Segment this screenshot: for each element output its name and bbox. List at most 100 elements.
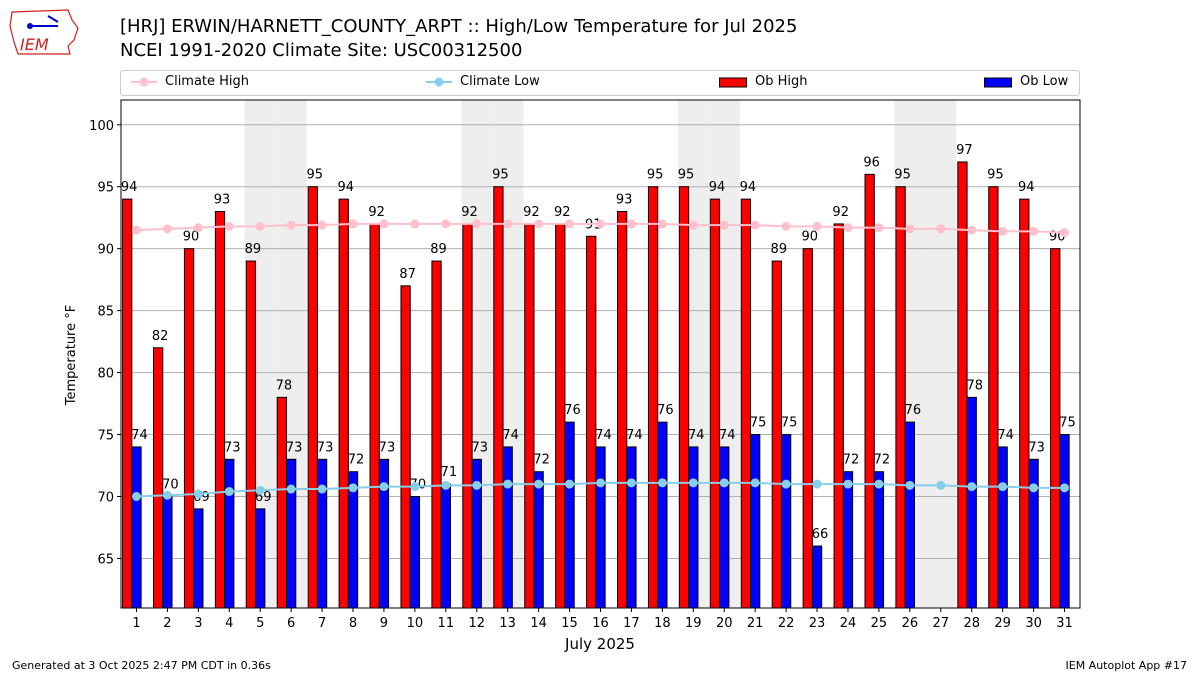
ob-high-label: 93: [214, 193, 231, 208]
ob-low-bar: [162, 495, 173, 609]
climate-low-point: [657, 478, 667, 488]
climate-low-point: [781, 479, 791, 489]
x-tick-label: 6: [287, 616, 295, 631]
legend-label: Climate High: [165, 74, 250, 89]
climate-low-point: [348, 483, 358, 493]
climate-high-point: [905, 224, 915, 234]
ob-high-label: 82: [152, 329, 169, 344]
climate-low-point: [812, 479, 822, 489]
ob-high-bar: [833, 223, 844, 609]
ob-low-label: 74: [688, 428, 705, 443]
climate-low-marker-icon: [426, 77, 452, 86]
climate-high-point: [565, 219, 575, 229]
ob-high-label: 96: [863, 155, 880, 170]
ob-low-bar: [595, 446, 606, 609]
x-tick-label: 21: [747, 616, 764, 631]
x-tick-label: 7: [318, 616, 326, 631]
ob-low-label: 76: [564, 403, 581, 418]
x-tick-label: 3: [194, 616, 202, 631]
ob-low-label: 74: [595, 428, 612, 443]
ob-low-label: 73: [471, 440, 488, 455]
chart-subtitle: NCEI 1991-2020 Climate Site: USC00312500: [120, 40, 523, 61]
ob-low-bar: [1059, 434, 1070, 609]
footer-generated: Generated at 3 Oct 2025 2:47 PM CDT in 0…: [12, 659, 271, 672]
climate-low-point: [843, 479, 853, 489]
ob-high-bar: [647, 186, 659, 609]
climate-low-point: [626, 478, 636, 488]
climate-low-point: [286, 484, 296, 494]
ob-high-label: 92: [554, 205, 571, 220]
ob-high-bar: [214, 211, 226, 609]
climate-low-point: [565, 479, 575, 489]
ob-high-label: 95: [307, 168, 324, 183]
ob-high-bar: [400, 285, 411, 609]
climate-high-point: [719, 220, 729, 230]
x-tick-label: 13: [499, 616, 516, 631]
climate-low-point: [255, 485, 265, 495]
ob-low-label: 73: [317, 440, 334, 455]
climate-low-point: [534, 479, 544, 489]
ob-high-label: 95: [647, 168, 664, 183]
ob-high-bar: [122, 198, 133, 609]
climate-high-point: [286, 220, 296, 230]
ob-high-label: 78: [276, 378, 293, 393]
climate-high-point: [472, 219, 482, 229]
climate-low-point: [967, 482, 977, 492]
x-tick-label: 11: [438, 616, 455, 631]
x-tick-label: 14: [530, 616, 547, 631]
ob-low-bar: [1028, 458, 1039, 609]
ob-low-bar: [997, 446, 1008, 609]
ob-low-bar: [719, 446, 730, 609]
climate-high-point: [348, 219, 358, 229]
climate-high-point: [967, 225, 977, 235]
ob-high-bar: [586, 235, 597, 609]
ob-low-bar: [533, 471, 544, 609]
ob-low-label: 73: [1028, 440, 1045, 455]
x-tick-label: 10: [407, 616, 424, 631]
x-tick-label: 26: [902, 616, 919, 631]
climate-high-point: [812, 221, 822, 231]
climate-high-point: [688, 220, 698, 230]
legend-climate-high: Climate High: [131, 74, 249, 89]
climate-high-point: [936, 224, 946, 234]
climate-low-point: [688, 478, 698, 488]
climate-high-point: [317, 220, 327, 230]
ob-low-label: 72: [843, 453, 860, 468]
x-tick-label: 18: [654, 616, 671, 631]
climate-high-point: [781, 221, 791, 231]
ob-high-bar: [307, 186, 318, 609]
x-tick-label: 29: [994, 616, 1011, 631]
y-tick-label: 100: [89, 119, 114, 134]
climate-high-point: [843, 223, 853, 233]
legend-label: Ob High: [755, 74, 808, 89]
ob-low-label: 66: [812, 527, 829, 542]
climate-low-point: [162, 490, 172, 500]
climate-low-point: [1029, 483, 1039, 493]
y-tick-label: 75: [97, 429, 114, 444]
climate-high-point: [626, 219, 636, 229]
x-tick-label: 20: [716, 616, 733, 631]
ob-low-label: 70: [162, 477, 179, 492]
ob-low-bar: [780, 434, 792, 609]
climate-high-point: [998, 226, 1008, 236]
ob-low-bar: [255, 508, 266, 609]
ob-low-label: 75: [1059, 416, 1076, 431]
climate-high-point: [255, 221, 265, 231]
x-tick-label: 15: [561, 616, 578, 631]
ob-high-label: 92: [523, 205, 540, 220]
ob-high-label: 87: [399, 267, 416, 282]
ob-low-bar: [688, 446, 699, 609]
ob-low-bar: [378, 458, 390, 609]
ob-low-bar: [966, 396, 977, 609]
ob-low-bar: [657, 421, 668, 609]
legend-ob-low: Ob Low: [984, 74, 1068, 89]
ob-low-label: 74: [719, 428, 736, 443]
ob-low-label: 74: [131, 428, 148, 443]
x-tick-label: 22: [778, 616, 795, 631]
x-tick-label: 8: [349, 616, 357, 631]
climate-low-point: [874, 479, 884, 489]
ob-high-label: 94: [709, 180, 726, 195]
ob-high-label: 95: [492, 168, 509, 183]
ob-high-bar: [771, 260, 782, 609]
climate-low-point: [131, 491, 141, 501]
